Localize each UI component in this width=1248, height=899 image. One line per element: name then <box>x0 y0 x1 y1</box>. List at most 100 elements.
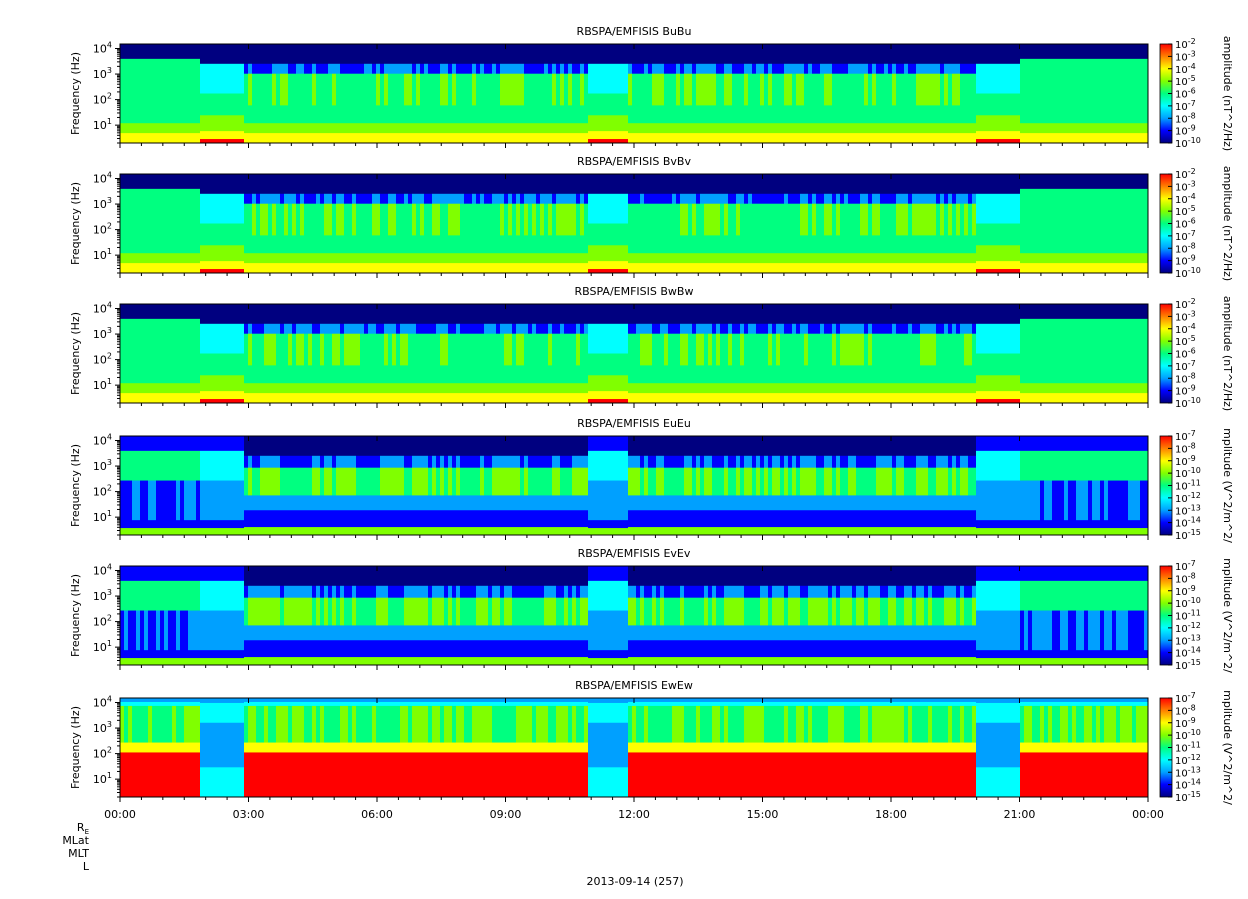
spectrogram-cell <box>396 203 401 236</box>
spectrogram-cell <box>324 203 329 236</box>
spectrogram-cell <box>520 193 525 205</box>
spectrogram-cell <box>508 393 513 404</box>
spectrogram-cell <box>244 393 249 404</box>
y-tick-label: 101 <box>93 247 112 262</box>
spectrogram-cell <box>864 323 869 335</box>
spectrogram-cell <box>996 44 1001 65</box>
spectrogram-cell <box>536 193 541 205</box>
spectrogram-cell <box>312 63 317 75</box>
spectrogram-cell <box>544 253 549 264</box>
spectrogram-cell <box>1060 263 1065 274</box>
spectrogram-cell <box>772 383 777 394</box>
spectrogram-cell <box>180 223 185 254</box>
spectrogram-cell <box>376 63 381 75</box>
spectrogram-cell <box>700 123 705 134</box>
spectrogram-cell <box>932 235 937 254</box>
spectrogram-cell <box>568 365 573 384</box>
spectrogram-cell <box>828 105 833 124</box>
spectrogram-cell <box>408 133 413 144</box>
spectrogram-cell <box>1092 123 1097 134</box>
spectrogram-cell <box>572 263 577 274</box>
spectrogram-cell <box>164 304 169 320</box>
spectrogram-cell <box>620 139 625 144</box>
spectrogram-cell <box>1008 93 1013 116</box>
spectrogram-cell <box>628 73 633 106</box>
spectrogram-cell <box>468 63 473 75</box>
spectrogram-cell <box>292 365 297 384</box>
spectrogram-cell <box>592 269 597 274</box>
spectrogram-cell <box>1120 188 1125 224</box>
spectrogram-cell <box>188 253 193 264</box>
spectrogram-cell <box>368 365 373 384</box>
spectrogram-cell <box>996 323 1001 354</box>
spectrogram-cell <box>400 253 405 264</box>
spectrogram-cell <box>1004 261 1009 270</box>
spectrogram-cell <box>1000 245 1005 262</box>
spectrogram-cell <box>1020 93 1025 124</box>
spectrogram-cell <box>144 263 149 274</box>
spectrogram-cell <box>672 235 677 254</box>
spectrogram-cell <box>544 63 549 75</box>
spectrogram-cell <box>320 193 325 205</box>
spectrogram-cell <box>1124 58 1129 94</box>
spectrogram-cell <box>200 63 205 94</box>
spectrogram-cell <box>888 333 893 366</box>
spectrogram-cell <box>908 63 913 75</box>
spectrogram-cell <box>768 235 773 254</box>
spectrogram-cell <box>1040 133 1045 144</box>
spectrogram-cell <box>664 365 669 384</box>
spectrogram-cell <box>780 63 785 75</box>
spectrogram-cell <box>1032 353 1037 384</box>
spectrogram-cell <box>508 365 513 384</box>
spectrogram-cell <box>260 73 265 106</box>
spectrogram-cell <box>160 223 165 254</box>
spectrogram-cell <box>1016 115 1021 132</box>
spectrogram-cell <box>1100 318 1105 354</box>
spectrogram-cell <box>592 375 597 392</box>
spectrogram-cell <box>400 44 405 65</box>
spectrogram-cell <box>120 133 125 144</box>
spectrogram-cell <box>168 450 173 481</box>
spectrogram-cell <box>436 193 441 205</box>
spectrogram-cell <box>660 44 665 65</box>
spectrogram-cell <box>964 105 969 124</box>
spectrogram-cell <box>280 193 285 205</box>
spectrogram-cell <box>1136 353 1141 384</box>
spectrogram-cell <box>644 105 649 124</box>
spectrogram-cell <box>620 323 625 354</box>
spectrogram-cell <box>692 235 697 254</box>
spectrogram-cell <box>736 333 741 366</box>
spectrogram-cell <box>252 133 257 144</box>
spectrogram-cell <box>808 105 813 124</box>
spectrogram-cell <box>636 383 641 394</box>
spectrogram-cell <box>244 455 249 469</box>
spectrogram-cell <box>844 304 849 325</box>
spectrogram-cell <box>644 383 649 394</box>
spectrogram-cell <box>928 105 933 124</box>
spectrogram-cell <box>800 44 805 65</box>
spectrogram-cell <box>412 383 417 394</box>
spectrogram-cell <box>1028 353 1033 384</box>
spectrogram-cell <box>224 131 229 140</box>
spectrogram-cell <box>1072 188 1077 224</box>
spectrogram-cell <box>264 203 269 236</box>
spectrogram-cell <box>316 253 321 264</box>
spectrogram-cell <box>916 193 921 205</box>
spectrogram-cell <box>316 393 321 404</box>
spectrogram-cell <box>792 133 797 144</box>
spectrogram-cell <box>764 63 769 75</box>
spectrogram-cell <box>920 253 925 264</box>
spectrogram-cell <box>304 63 309 75</box>
spectrogram-cell <box>240 353 245 376</box>
spectrogram-cell <box>964 63 969 75</box>
spectrogram-cell <box>372 105 377 124</box>
spectrogram-cell <box>900 174 905 195</box>
spectrogram-cell <box>676 365 681 384</box>
spectrogram-cell <box>696 263 701 274</box>
spectrogram-cell <box>968 63 973 75</box>
spectrogram-cell <box>1132 44 1137 60</box>
spectrogram-cell <box>1004 93 1009 116</box>
spectrogram-cell <box>260 235 265 254</box>
spectrogram-cell <box>412 63 417 75</box>
spectrogram-cell <box>884 133 889 144</box>
